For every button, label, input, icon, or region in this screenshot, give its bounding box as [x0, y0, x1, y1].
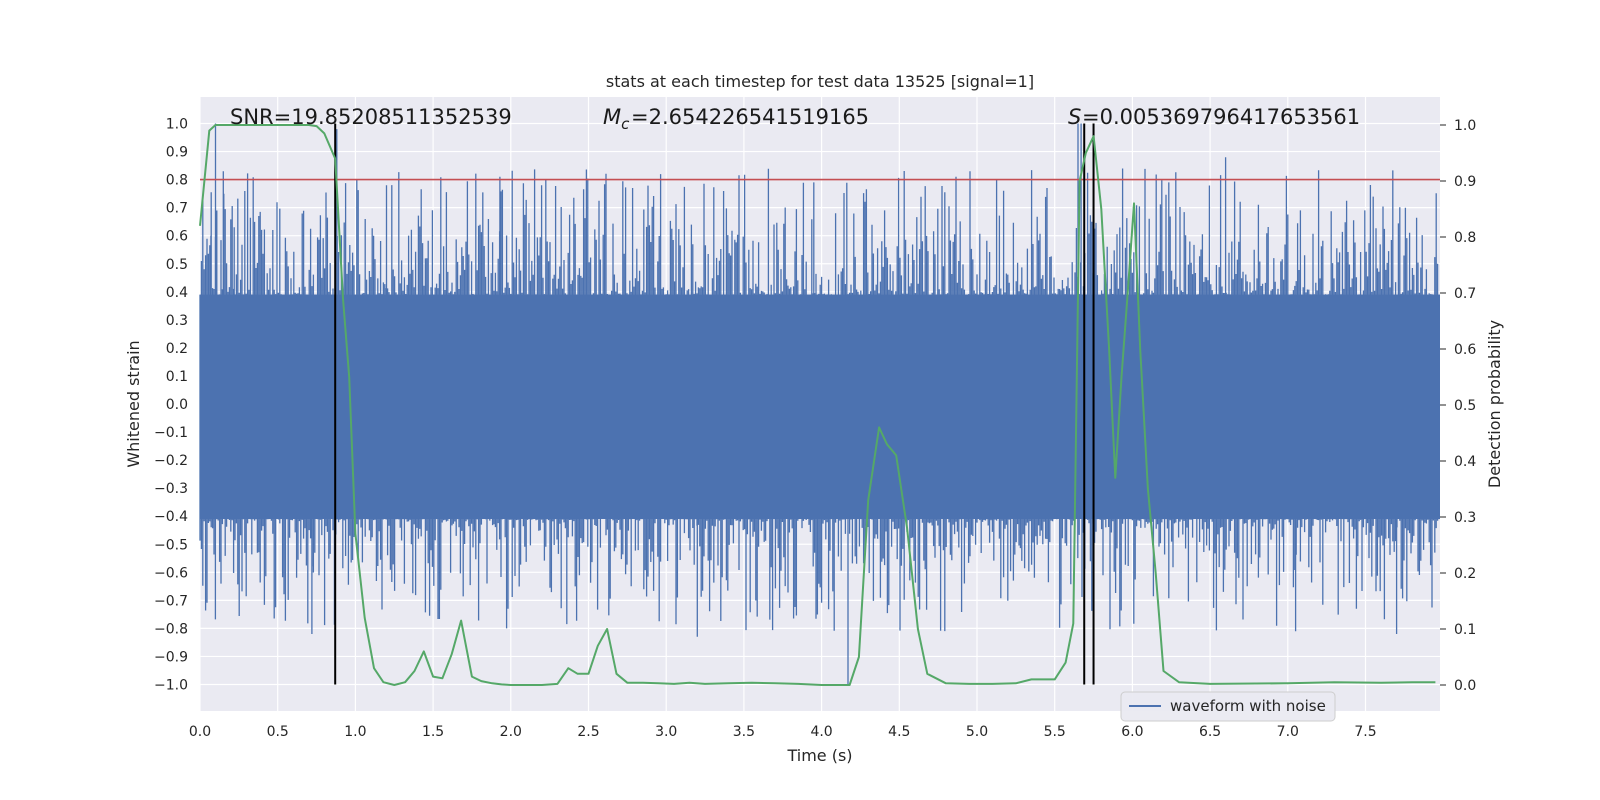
x-axis: 0.0 0.5 1.0 1.5 2.0 2.5 3.0 3.5 4.0 4.5 5.0 5.5 6.0 6… [189, 724, 1377, 740]
legend-label: waveform with noise [1170, 697, 1326, 715]
y2-axis-label: Detection probability [1485, 320, 1504, 488]
y-tick-label: 0.6 [166, 229, 188, 245]
s-annotation: =0.005369796417653561 [1082, 105, 1360, 129]
x-tick-label: 1.5 [422, 724, 444, 740]
y2-tick-label: 0.7 [1454, 286, 1476, 302]
detection-probability-line [199, 124, 1436, 686]
x-tick-label: 2.5 [577, 724, 599, 740]
y-tick-label: 0.3 [166, 313, 188, 329]
y-tick-label: 0.7 [166, 201, 188, 217]
y-tick-label: 0.0 [166, 397, 188, 413]
x-tick-label: 2.0 [500, 724, 522, 740]
y-tick-label: 1.0 [166, 117, 188, 133]
y-tick-label: −0.4 [154, 509, 188, 525]
legend: waveform with noise [1120, 691, 1336, 722]
y-tick-label: 0.1 [166, 369, 188, 385]
y2-tick-label: 0.2 [1454, 566, 1476, 582]
y2-tick-label: 0.0 [1454, 678, 1476, 694]
y2-tick-label: 0.3 [1454, 510, 1476, 526]
x-tick-label: 0.0 [189, 724, 211, 740]
y2-tick-label: 1.0 [1454, 118, 1476, 134]
snr-annotation: SNR=19.85208511352539 [230, 105, 512, 129]
x-tick-label: 3.0 [655, 724, 677, 740]
x-tick-label: 0.5 [267, 724, 289, 740]
x-tick-label: 6.0 [1121, 724, 1143, 740]
y-tick-label: −0.8 [154, 621, 188, 637]
chart-title: stats at each timestep for test data 135… [606, 72, 1034, 91]
probability-series [199, 124, 1436, 686]
x-tick-label: 7.0 [1277, 724, 1299, 740]
s-symbol: S [1068, 105, 1081, 129]
y2-tick-label: 0.6 [1454, 342, 1476, 358]
x-tick-label: 7.5 [1354, 724, 1376, 740]
y-tick-label: 0.8 [166, 173, 188, 189]
y-axis-left: 1.0 0.9 0.8 0.7 0.6 0.5 0.4 0.3 0.2 0.1 0.0 −0.1 −0.… [154, 117, 188, 694]
y-tick-label: 0.9 [166, 145, 188, 161]
y2-tick-label: 0.5 [1454, 398, 1476, 414]
y-tick-label: −0.5 [154, 537, 188, 553]
legend-box [1120, 691, 1336, 722]
waveform-series [199, 123, 1440, 685]
x-tick-label: 4.5 [888, 724, 910, 740]
y-tick-label: −0.2 [154, 453, 188, 469]
x-tick-label: 4.0 [810, 724, 832, 740]
x-tick-label: 5.0 [966, 724, 988, 740]
y2-tick-label: 0.8 [1454, 230, 1476, 246]
y-tick-label: −0.3 [154, 481, 188, 497]
y-tick-label: −0.7 [154, 593, 188, 609]
y-tick-label: −0.9 [154, 649, 188, 665]
y2-tick-label: 0.9 [1454, 174, 1476, 190]
y-tick-label: 0.4 [166, 285, 188, 301]
chirp-mass-annotation: =2.654226541519165 [631, 105, 869, 129]
overlay-lines [200, 123, 1440, 685]
x-tick-label: 3.5 [733, 724, 755, 740]
y-tick-label: −1.0 [154, 678, 188, 694]
y-tick-label: −0.6 [154, 565, 188, 581]
y-axis-label: Whitened strain [124, 340, 143, 467]
y-tick-label: 0.5 [166, 257, 188, 273]
y2-tick-label: 0.1 [1454, 622, 1476, 638]
y-tick-label: −0.1 [154, 425, 188, 441]
x-tick-label: 5.5 [1044, 724, 1066, 740]
x-tick-label: 1.0 [344, 724, 366, 740]
x-tick-label: 6.5 [1199, 724, 1221, 740]
y2-tick-label: 0.4 [1454, 454, 1476, 470]
waveform-trace [199, 123, 1440, 685]
y-tick-label: 0.2 [166, 341, 188, 357]
x-axis-label: Time (s) [786, 746, 852, 765]
y-axis-right: 1.0 0.9 0.8 0.7 0.6 0.5 0.4 0.3 0.2 0.1 0.0 [1440, 118, 1476, 694]
